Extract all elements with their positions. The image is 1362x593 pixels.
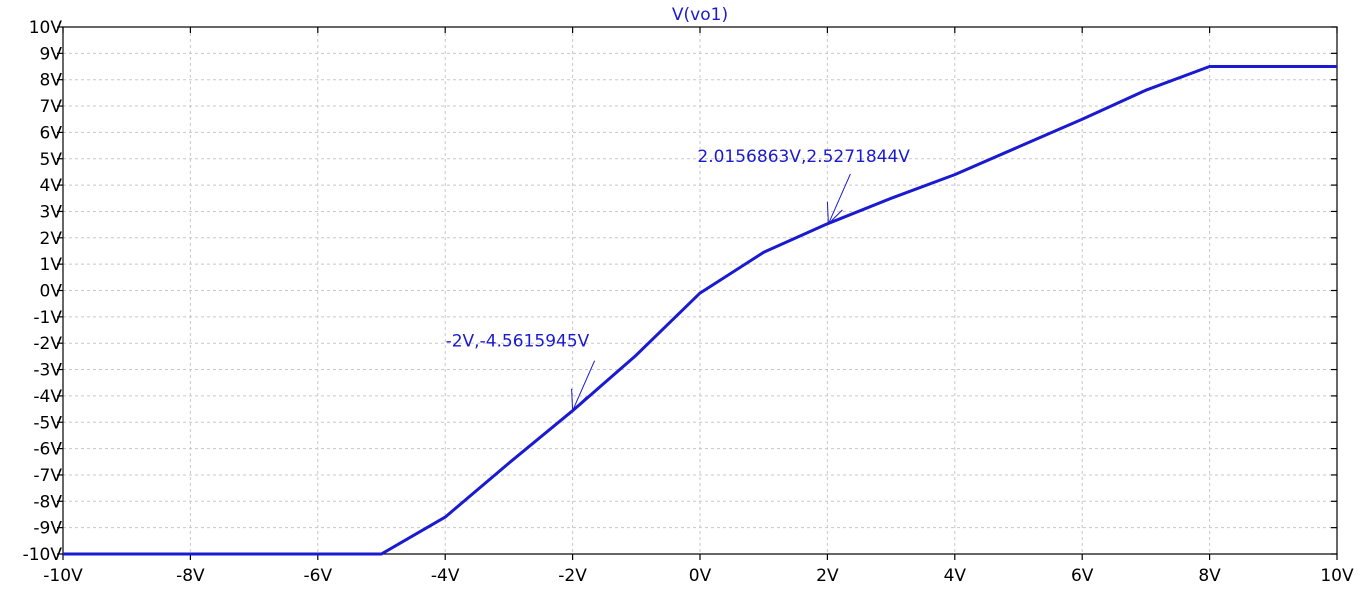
- x-tick-label: 10V: [1320, 566, 1354, 586]
- series-line-vo1: [63, 65, 1337, 556]
- chart-title: V(vo1): [672, 5, 728, 25]
- annotation-label: -2V,-4.5615945V: [446, 332, 590, 352]
- x-tick-label: -10V: [43, 566, 83, 586]
- x-tick-label: 2V: [816, 566, 839, 586]
- y-tick-label: 4V: [40, 176, 63, 196]
- x-tick-label: -6V: [304, 566, 333, 586]
- y-tick-label: -6V: [33, 440, 62, 460]
- y-tick-label: 10V: [29, 18, 63, 38]
- annotation-arrowhead: [826, 201, 829, 224]
- annotation-arrow: [827, 173, 851, 225]
- y-tick-label: 6V: [40, 123, 63, 143]
- x-tick-label: 6V: [1071, 566, 1094, 586]
- y-tick-label: 8V: [40, 71, 63, 91]
- y-tick-label: 3V: [40, 202, 63, 222]
- axis-ticks: [57, 26, 1338, 560]
- x-tick-label: -4V: [431, 566, 460, 586]
- x-tick-label: -8V: [176, 566, 205, 586]
- annotation-arrowhead: [571, 388, 574, 411]
- x-tick-label: 8V: [1198, 566, 1221, 586]
- y-tick-label: -3V: [33, 361, 62, 381]
- y-tick-label: -8V: [33, 492, 62, 512]
- grid-lines: [63, 27, 1337, 554]
- annotation-arrow: [572, 360, 596, 411]
- y-tick-label: 9V: [40, 44, 63, 64]
- annotations: -2V,-4.5615945V 2.0156863V,2.5271844V: [446, 147, 910, 412]
- series-layer: [63, 65, 1337, 556]
- y-tick-label: 0V: [40, 282, 63, 302]
- y-tick-label: -2V: [33, 334, 62, 354]
- y-tick-label: 7V: [40, 97, 63, 117]
- y-tick-label: 1V: [40, 255, 63, 275]
- y-tick-label: -1V: [33, 308, 62, 328]
- y-tick-label: -5V: [33, 413, 62, 433]
- y-tick-label: -9V: [33, 519, 62, 539]
- annotation-label: 2.0156863V,2.5271844V: [697, 147, 910, 167]
- y-tick-label: 5V: [40, 150, 63, 170]
- x-tick-label: 0V: [689, 566, 712, 586]
- x-tick-label: 4V: [944, 566, 967, 586]
- y-tick-label: -10V: [23, 545, 63, 565]
- y-tick-label: 2V: [40, 229, 63, 249]
- tick-labels: -10V -8V -6V -4V -2V 0V 2V 4V 6V 8V 10V 10V 9V 8V 7V 6V…: [23, 18, 1354, 586]
- x-tick-label: -2V: [558, 566, 587, 586]
- annotation-arrowhead: [572, 396, 587, 412]
- y-tick-label: -4V: [33, 387, 62, 407]
- annotation-arrowhead: [828, 209, 843, 225]
- y-tick-label: -7V: [33, 466, 62, 486]
